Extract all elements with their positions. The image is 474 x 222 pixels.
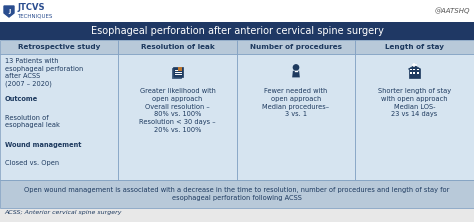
- Text: Resolution < 30 days –
20% vs. 100%: Resolution < 30 days – 20% vs. 100%: [139, 119, 216, 133]
- Text: Outcome: Outcome: [5, 96, 38, 102]
- FancyBboxPatch shape: [118, 40, 237, 54]
- FancyBboxPatch shape: [409, 69, 420, 78]
- Text: JTCVS: JTCVS: [17, 3, 45, 12]
- Text: Open wound management is associated with a decrease in the time to resolution, n: Open wound management is associated with…: [24, 187, 450, 201]
- Text: Resolution of leak: Resolution of leak: [141, 44, 214, 50]
- FancyBboxPatch shape: [410, 69, 412, 70]
- Polygon shape: [4, 6, 14, 17]
- FancyBboxPatch shape: [413, 69, 415, 70]
- FancyBboxPatch shape: [237, 54, 355, 180]
- FancyBboxPatch shape: [355, 54, 474, 180]
- Text: Number of procedures: Number of procedures: [250, 44, 342, 50]
- Text: Shorter length of stay
with open approach: Shorter length of stay with open approac…: [378, 88, 451, 101]
- FancyBboxPatch shape: [0, 40, 118, 54]
- Text: J: J: [8, 9, 10, 14]
- FancyBboxPatch shape: [0, 0, 474, 22]
- Text: Median procedures–
3 vs. 1: Median procedures– 3 vs. 1: [263, 104, 329, 117]
- Text: @AATSHQ: @AATSHQ: [435, 8, 470, 14]
- FancyBboxPatch shape: [173, 67, 182, 77]
- FancyBboxPatch shape: [410, 72, 412, 74]
- FancyBboxPatch shape: [172, 68, 182, 78]
- Text: Length of stay: Length of stay: [385, 44, 444, 50]
- Text: Fewer needed with
open approach: Fewer needed with open approach: [264, 88, 328, 101]
- FancyBboxPatch shape: [355, 40, 474, 54]
- Polygon shape: [408, 65, 421, 69]
- FancyBboxPatch shape: [413, 72, 415, 74]
- Text: Closed vs. Open: Closed vs. Open: [5, 160, 59, 166]
- Text: Wound management: Wound management: [5, 141, 82, 147]
- FancyBboxPatch shape: [417, 69, 419, 70]
- Polygon shape: [292, 71, 300, 77]
- FancyBboxPatch shape: [0, 22, 474, 40]
- FancyBboxPatch shape: [178, 67, 182, 71]
- Text: Retrospective study: Retrospective study: [18, 44, 100, 50]
- Text: Median LOS-
23 vs 14 days: Median LOS- 23 vs 14 days: [392, 104, 438, 117]
- FancyBboxPatch shape: [118, 54, 237, 180]
- Text: 13 Patients with
esophageal perforation
after ACSS
(2007 – 2020): 13 Patients with esophageal perforation …: [5, 58, 83, 87]
- Text: ACSS; Anterior cervical spine surgery: ACSS; Anterior cervical spine surgery: [4, 210, 121, 215]
- FancyBboxPatch shape: [237, 40, 355, 54]
- Text: TECHNIQUES: TECHNIQUES: [17, 14, 52, 19]
- Text: Overall resolution –
80% vs. 100%: Overall resolution – 80% vs. 100%: [145, 104, 210, 117]
- Text: Resolution of
esophageal leak: Resolution of esophageal leak: [5, 115, 60, 128]
- Text: Greater likelihood with
open approach: Greater likelihood with open approach: [139, 88, 216, 101]
- FancyBboxPatch shape: [0, 180, 474, 208]
- FancyBboxPatch shape: [417, 72, 419, 74]
- Circle shape: [293, 65, 299, 70]
- Text: Esophageal perforation after anterior cervical spine surgery: Esophageal perforation after anterior ce…: [91, 26, 383, 36]
- FancyBboxPatch shape: [0, 54, 118, 180]
